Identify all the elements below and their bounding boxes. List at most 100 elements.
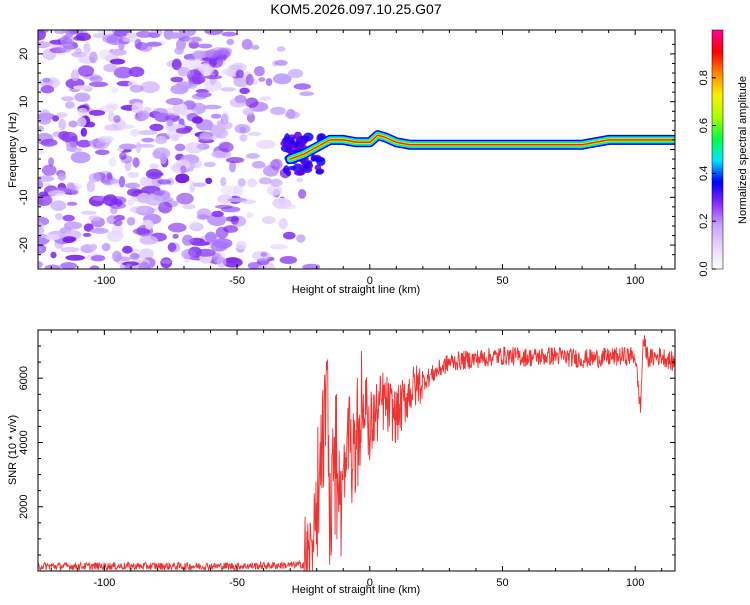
noise-blob: [222, 257, 243, 268]
noise-blob: [166, 119, 174, 127]
noise-blob: [132, 228, 151, 235]
noise-blob: [89, 75, 103, 83]
noise-blob: [60, 34, 74, 46]
noise-blob: [220, 87, 236, 92]
spectrogram-ridge: [285, 130, 675, 165]
transition-blob: [308, 162, 314, 169]
noise-blob: [82, 232, 92, 237]
noise-blob: [207, 214, 227, 226]
noise-blob: [163, 32, 184, 39]
noise-blob: [42, 77, 51, 83]
noise-blob: [174, 46, 184, 55]
colorbar-tick-label: 0.2: [698, 214, 710, 229]
noise-blob: [165, 97, 184, 106]
noise-blob: [145, 168, 163, 180]
noise-blob: [168, 222, 187, 233]
noise-blob: [129, 84, 144, 93]
noise-blob: [139, 176, 152, 187]
noise-blob: [203, 161, 216, 167]
snr-y-ticks: 2000 4000 6000: [18, 345, 675, 556]
noise-blob: [88, 172, 102, 183]
colorbar-label: Normalized spectral amplitude: [737, 76, 749, 224]
noise-blob: [86, 180, 96, 193]
transition-blob: [299, 167, 308, 172]
noise-blob: [99, 105, 118, 113]
noise-blob: [58, 130, 70, 141]
colorbar: 0.0 0.2 0.4 0.6 0.8 Normalized spectral ampl…: [698, 29, 749, 277]
noise-blob: [302, 263, 321, 269]
noise-blob: [90, 255, 106, 262]
noise-blob: [38, 117, 51, 125]
noise-blob: [216, 256, 227, 268]
colorbar-tick-label: 0.0: [698, 261, 710, 276]
noise-blob: [208, 56, 224, 68]
noise-blob: [179, 30, 196, 37]
y-tick-label: 2000: [18, 494, 30, 518]
noise-blob: [54, 213, 63, 220]
y-tick-label: -20: [18, 237, 30, 253]
noise-blob: [230, 215, 239, 225]
noise-blob: [131, 102, 144, 114]
noise-blob: [88, 81, 109, 88]
spectrogram-x-ticks: -100 -50 0 50 100: [50, 30, 663, 287]
noise-blob: [239, 87, 250, 95]
chart-title: KOM5.2026.097.10.25.G07: [270, 1, 441, 17]
x-tick-label: 0: [367, 275, 373, 287]
noise-blob: [99, 49, 112, 60]
noise-blob: [111, 224, 124, 236]
spectrogram-noise: [38, 30, 327, 269]
noise-blob: [280, 203, 297, 210]
noise-blob: [75, 32, 91, 41]
x-tick-label: 0: [367, 577, 373, 589]
noise-blob: [89, 243, 98, 251]
noise-blob: [126, 32, 137, 39]
noise-blob: [62, 237, 75, 244]
noise-blob: [38, 191, 49, 197]
noise-blob: [140, 81, 160, 93]
noise-blob: [70, 151, 91, 164]
noise-blob: [122, 245, 133, 254]
noise-blob: [260, 96, 272, 101]
noise-blob: [124, 263, 133, 269]
noise-blob: [48, 157, 55, 167]
noise-blob: [182, 203, 196, 210]
noise-blob: [110, 86, 119, 93]
noise-blob: [103, 194, 118, 207]
noise-blob: [124, 182, 141, 189]
noise-blob: [38, 227, 45, 235]
noise-blob: [248, 131, 262, 137]
noise-blob: [144, 107, 152, 112]
noise-blob: [60, 247, 80, 253]
noise-blob: [245, 153, 260, 159]
noise-blob: [38, 125, 44, 132]
noise-blob: [251, 251, 272, 261]
noise-blob: [40, 138, 58, 147]
noise-blob: [296, 177, 304, 183]
noise-blob: [68, 120, 78, 128]
x-tick-label: 50: [496, 577, 508, 589]
transition-blob: [310, 154, 316, 162]
noise-blob: [218, 47, 233, 56]
colorbar-tick-label: 0.4: [698, 166, 710, 181]
noise-blob: [241, 39, 253, 50]
noise-blob: [258, 177, 272, 185]
noise-blob: [269, 178, 283, 187]
transition-blob: [288, 165, 296, 171]
noise-blob: [141, 137, 155, 143]
noise-blob: [184, 36, 203, 44]
noise-blob: [147, 32, 160, 38]
y-tick-label: 0: [18, 146, 30, 152]
noise-blob: [41, 164, 57, 176]
transition-blob: [294, 142, 299, 147]
noise-blob: [76, 117, 87, 127]
noise-blob: [254, 66, 265, 77]
noise-blob: [191, 116, 203, 124]
noise-blob: [113, 219, 123, 227]
noise-blob: [272, 73, 292, 85]
noise-blob: [237, 178, 246, 187]
noise-blob: [234, 124, 251, 134]
noise-blob: [129, 205, 150, 214]
noise-blob: [177, 66, 191, 77]
noise-blob: [221, 110, 229, 123]
